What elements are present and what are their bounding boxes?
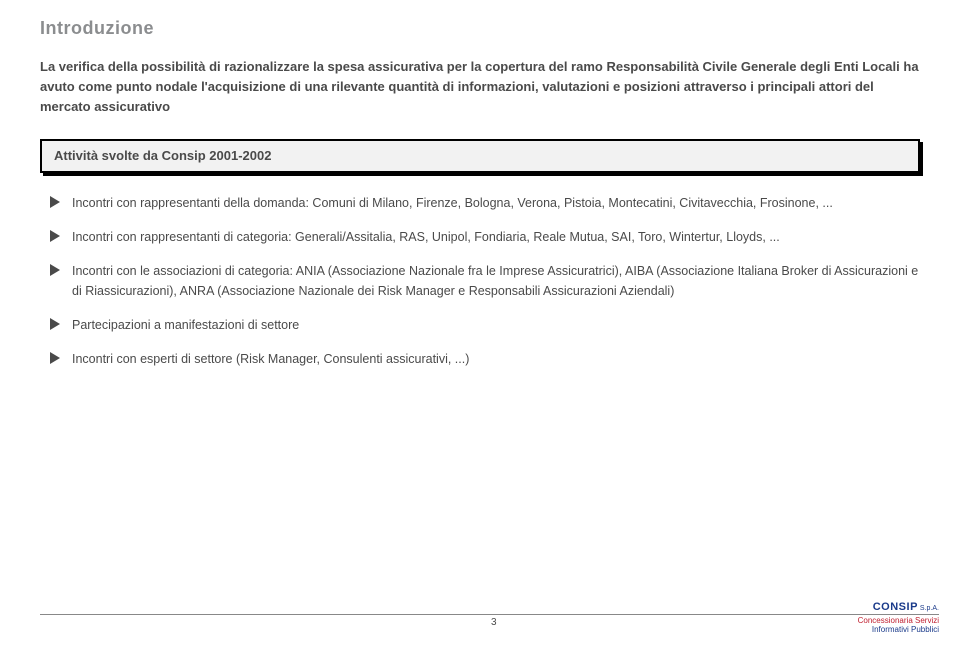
list-item: Incontri con rappresentanti della domand… — [50, 193, 919, 213]
footer-spa: S.p.A. — [920, 605, 939, 612]
footer-tagline: Concessionaria Servizi Informativi Pubbl… — [858, 617, 939, 635]
activity-header-box: Attività svolte da Consip 2001-2002 — [40, 139, 920, 173]
page-container: Introduzione La verifica della possibili… — [0, 0, 959, 369]
footer-tagline-2: Informativi Pubblici — [858, 626, 939, 635]
list-item: Incontri con esperti di settore (Risk Ma… — [50, 349, 919, 369]
page-title: Introduzione — [40, 18, 919, 39]
list-item: Partecipazioni a manifestazioni di setto… — [50, 315, 919, 335]
intro-paragraph: La verifica della possibilità di raziona… — [40, 57, 919, 117]
footer-rule: CONSIP S.p.A. — [40, 601, 939, 615]
footer-below-row: 3 Concessionaria Servizi Informativi Pub… — [40, 615, 939, 635]
list-item: Incontri con rappresentanti di categoria… — [50, 227, 919, 247]
activity-header-text: Attività svolte da Consip 2001-2002 — [54, 148, 271, 163]
footer-brand: CONSIP — [873, 601, 918, 613]
page-footer: CONSIP S.p.A. 3 Concessionaria Servizi I… — [40, 601, 939, 635]
page-number: 3 — [401, 617, 497, 628]
list-item: Incontri con le associazioni di categori… — [50, 261, 919, 301]
activity-list: Incontri con rappresentanti della domand… — [40, 193, 919, 369]
